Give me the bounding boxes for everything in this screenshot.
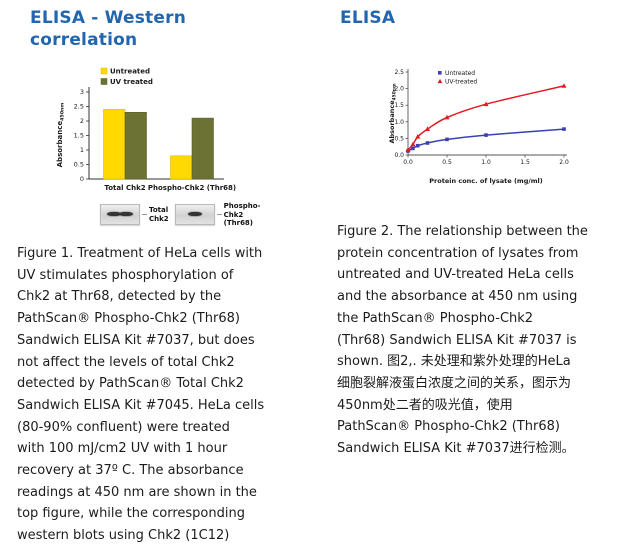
bar-untreated xyxy=(103,109,126,180)
x-tick-label: 1.5 xyxy=(520,159,530,166)
blot-label: Phospho- Chk2 (Thr68) xyxy=(223,202,261,227)
y-tick-label: 3 xyxy=(80,88,84,96)
data-point-square xyxy=(484,133,488,137)
data-point-triangle xyxy=(410,141,416,147)
series-curve-uv-treated xyxy=(407,85,565,151)
data-point-triangle xyxy=(561,83,567,88)
data-point-square xyxy=(445,137,449,142)
y-tick-label: 2.0 xyxy=(394,86,404,93)
series-curve-untreated xyxy=(407,128,565,152)
figure1-bar-chart: 0 0.5 1 1.5 2 2.5 3 Total Chk2 Phospho-Chk2 (Thr… xyxy=(56,67,236,192)
legend-marker-square xyxy=(438,71,442,75)
legend-label: UV-treated xyxy=(445,79,477,86)
blot-label-connector xyxy=(142,214,147,216)
x-tick-label: 0.5 xyxy=(442,159,452,166)
data-point-triangle xyxy=(425,126,430,131)
legend-swatch xyxy=(100,78,108,85)
blot-band xyxy=(119,212,134,217)
blot-band xyxy=(106,212,121,217)
figure1-section-heading: ELISA - Western correlation xyxy=(30,8,186,51)
blot-membrane xyxy=(174,204,215,226)
legend-swatch xyxy=(100,67,108,75)
y-axis-label: Absorbance450nm xyxy=(56,103,66,168)
data-point-triangle xyxy=(415,134,421,139)
figure2-section-heading: ELISA xyxy=(340,8,396,28)
blot-label-connector xyxy=(216,214,222,216)
y-tick-label: 1.0 xyxy=(394,119,404,126)
y-tick-label: 2.5 xyxy=(74,103,84,111)
data-point-triangle xyxy=(444,114,450,120)
data-point-square xyxy=(425,141,430,145)
legend-label: Untreated xyxy=(110,67,150,75)
data-point-square xyxy=(411,146,415,151)
western-blot-group: Total Chk2 xyxy=(100,202,169,228)
western-blot-strip: Total Chk2 Phospho- Chk2 (Thr68) xyxy=(100,202,260,228)
legend-label: Untreated xyxy=(445,70,475,77)
legend-label: UV treated xyxy=(110,78,153,86)
y-tick-label: 1.5 xyxy=(394,102,404,109)
category-label: Phospho-Chk2 (Thr68) xyxy=(148,184,236,192)
figure1-caption: Figure 1. Treatment of HeLa cells with U… xyxy=(17,246,265,544)
x-tick-label: 2.0 xyxy=(559,159,569,166)
bar-uv-treated xyxy=(191,117,214,180)
bar-uv-treated xyxy=(124,111,147,180)
y-tick-label: 2.5 xyxy=(394,69,404,76)
y-tick-label: 0.5 xyxy=(394,135,404,142)
x-tick-label: 0.0 xyxy=(403,159,413,166)
category-label: Total Chk2 xyxy=(104,184,145,192)
y-tick-label: 1.5 xyxy=(74,132,84,140)
data-point-square xyxy=(415,143,420,148)
data-point-triangle xyxy=(483,101,489,107)
figure2-line-chart: 0.0 0.5 1.0 1.5 2.0 0.0 0.5 1.0 1.5 2.0 2.5 Untreat… xyxy=(388,69,569,185)
y-tick-label: 0.5 xyxy=(74,161,84,169)
data-point-square xyxy=(562,127,566,131)
y-tick-label: 2 xyxy=(80,117,84,125)
y-axis-label: Absorbance450nm xyxy=(388,83,398,143)
y-tick-label: 1 xyxy=(80,146,84,154)
western-blot-group: Phospho- Chk2 (Thr68) xyxy=(174,202,261,228)
blot-band xyxy=(187,212,202,217)
data-point-triangle xyxy=(405,147,411,152)
x-tick-label: 1.0 xyxy=(481,159,491,166)
blot-label: Total Chk2 xyxy=(149,206,169,223)
figure2-caption: Figure 2. The relationship between the p… xyxy=(337,224,588,457)
y-tick-label: 0.0 xyxy=(394,152,404,159)
legend-marker-triangle xyxy=(437,78,443,84)
y-tick-label: 0 xyxy=(80,175,84,183)
blot-membrane xyxy=(100,204,140,226)
bar-untreated xyxy=(170,155,193,180)
x-axis-label: Protein conc. of lysate (mg/ml) xyxy=(429,177,542,185)
